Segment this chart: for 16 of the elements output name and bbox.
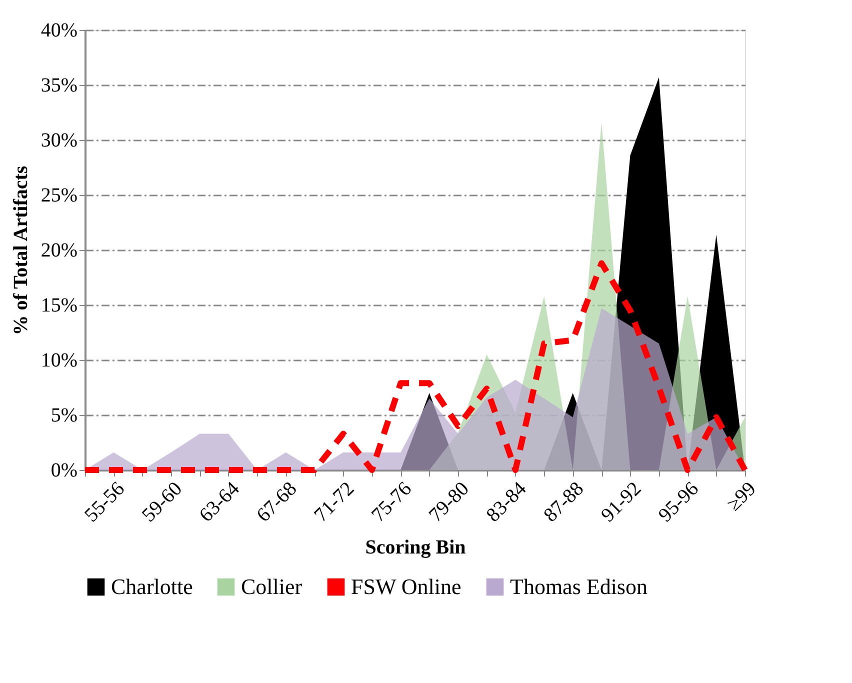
legend-label: Collier (241, 574, 303, 599)
y-tick-label: 40% (40, 20, 78, 42)
y-tick-label: 10% (40, 350, 78, 372)
y-tick-label: 15% (40, 294, 78, 316)
y-tick-label: 25% (40, 184, 78, 206)
legend-label: Thomas Edison (510, 574, 648, 599)
y-tick-label: 5% (50, 404, 78, 426)
y-tick-label: 35% (40, 74, 78, 96)
y-tick-label: 0% (50, 460, 78, 482)
legend-label: FSW Online (351, 574, 462, 599)
legend-label: Charlotte (111, 574, 193, 599)
x-tick-label: ≥99 (722, 478, 760, 516)
x-axis-title: Scoring Bin (365, 536, 466, 559)
y-tick-label: 20% (40, 240, 78, 262)
y-tick-label: 30% (40, 130, 78, 152)
y-axis-title: % of Total Artifacts (10, 166, 32, 336)
